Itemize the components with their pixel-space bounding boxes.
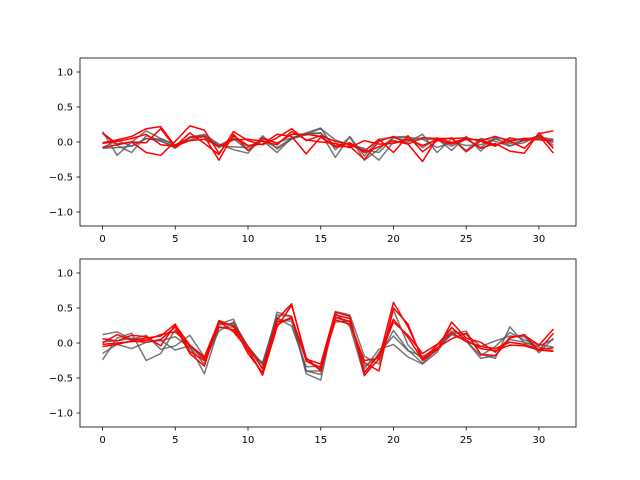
y-tick-label: −0.5 [49,374,73,385]
y-tick-label: 0.5 [57,304,73,315]
x-tick-label: 15 [314,234,327,245]
x-tick-label: 25 [460,435,473,446]
series-group [101,125,555,163]
series-line-5 [102,301,555,376]
x-tick-label: 0 [99,435,105,446]
x-tick-label: 25 [460,234,473,245]
y-tick-label: 0.5 [57,103,73,114]
y-tick-label: −0.5 [49,173,73,184]
series-line-8 [102,316,554,376]
x-tick-label: 10 [242,234,255,245]
y-tick-label: −1.0 [49,208,73,219]
series-line-7 [102,125,554,156]
x-tick-label: 20 [387,435,400,446]
y-tick-label: 0.0 [57,138,73,149]
y-tick-label: 1.0 [57,269,73,280]
x-tick-label: 20 [387,234,400,245]
series-line-8 [102,130,554,149]
y-tick-label: −1.0 [49,409,73,420]
subplot-2: 0 5 10 15 20 25 30 −1.0 −0.5 0.0 0.5 1.0 [49,258,577,446]
series-group [101,301,555,381]
x-tick-label: 15 [314,435,327,446]
x-tick-label: 30 [533,234,546,245]
x-tick-label: 30 [533,435,546,446]
y-tick-label: 1.0 [57,68,73,79]
subplot-1: 0 5 10 15 20 25 30 −1.0 −0.5 0.0 0.5 1.0 [49,57,577,245]
x-tick-label: 10 [242,435,255,446]
x-tick-label: 5 [172,435,178,446]
y-tick-label: 0.0 [57,339,73,350]
x-tick-label: 0 [99,234,105,245]
series-line-7 [102,303,554,374]
x-tick-label: 5 [172,234,178,245]
